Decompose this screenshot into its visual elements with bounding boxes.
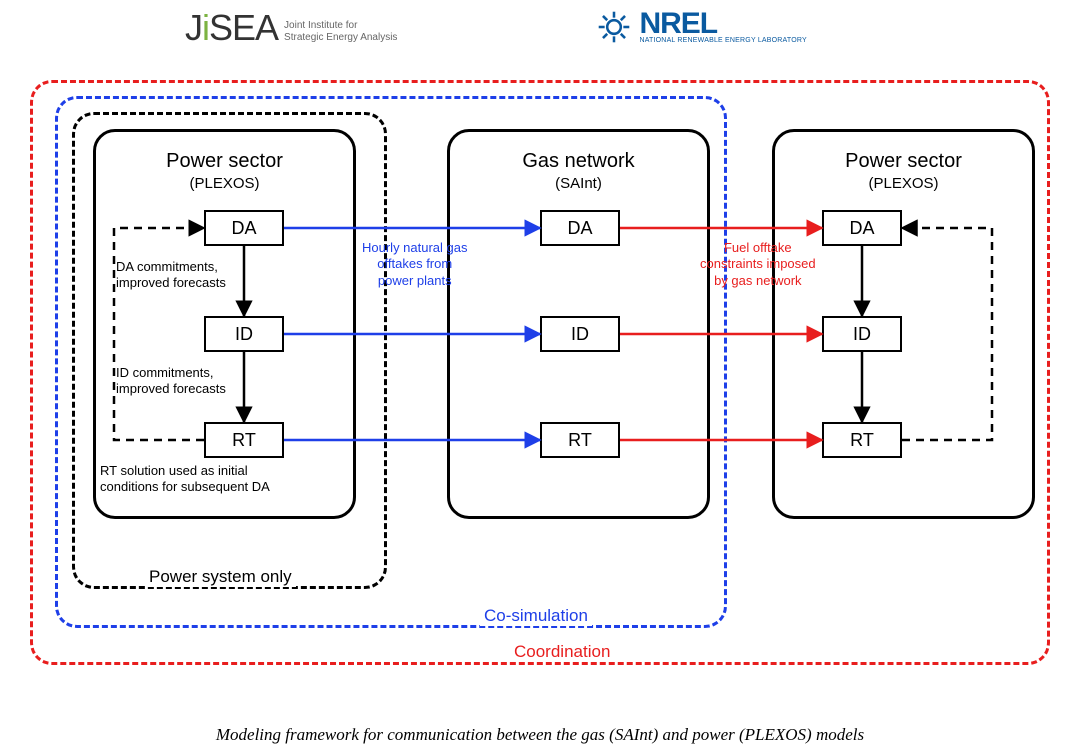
diagram-canvas: Coordination Co-simulation Power system … xyxy=(0,70,1080,710)
node-p2-id: ID xyxy=(540,316,620,352)
nrel-logo: NREL xyxy=(639,10,806,37)
jisea-subtitle: Joint Institute forStrategic Energy Anal… xyxy=(284,20,397,44)
link-label-offtakes: Hourly natural gasofftakes frompower pla… xyxy=(362,240,468,289)
label-cosimulation: Co-simulation xyxy=(480,606,592,626)
note-da-commitments: DA commitments,improved forecasts xyxy=(116,259,226,292)
node-p1-id: ID xyxy=(204,316,284,352)
jisea-logo: JiSEA xyxy=(185,10,278,46)
jisea-logo-block: JiSEA Joint Institute forStrategic Energ… xyxy=(185,10,397,46)
panel-title: Gas network xyxy=(450,132,707,173)
node-p3-id: ID xyxy=(822,316,902,352)
link-label-constraints: Fuel offtakeconstraints imposedby gas ne… xyxy=(700,240,816,289)
node-p1-da: DA xyxy=(204,210,284,246)
label-coordination: Coordination xyxy=(510,642,614,662)
panel-sub: (PLEXOS) xyxy=(96,175,353,192)
panel-title: Power sector xyxy=(96,132,353,173)
figure-caption: Modeling framework for communication bet… xyxy=(0,725,1080,745)
panel-power-sector-right: Power sector (PLEXOS) xyxy=(772,129,1035,519)
node-p3-rt: RT xyxy=(822,422,902,458)
node-p3-da: DA xyxy=(822,210,902,246)
logo-row: JiSEA Joint Institute forStrategic Energ… xyxy=(185,10,807,46)
label-power-system-only: Power system only xyxy=(145,567,296,587)
nrel-logo-block: NREL NATIONAL RENEWABLE ENERGY LABORATOR… xyxy=(597,10,806,44)
note-id-commitments: ID commitments,improved forecasts xyxy=(116,365,226,398)
panel-sub: (SAInt) xyxy=(450,175,707,192)
nrel-icon xyxy=(597,10,631,44)
nrel-subtitle: NATIONAL RENEWABLE ENERGY LABORATORY xyxy=(639,37,806,44)
node-p2-rt: RT xyxy=(540,422,620,458)
note-rt-solution: RT solution used as initialconditions fo… xyxy=(100,463,270,496)
panel-sub: (PLEXOS) xyxy=(775,175,1032,192)
node-p1-rt: RT xyxy=(204,422,284,458)
node-p2-da: DA xyxy=(540,210,620,246)
panel-title: Power sector xyxy=(775,132,1032,173)
